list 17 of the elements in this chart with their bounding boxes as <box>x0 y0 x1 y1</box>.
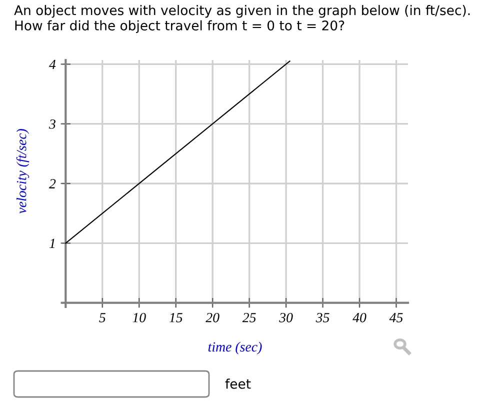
x-tick-label: 25 <box>242 312 256 322</box>
text: feet <box>225 378 251 389</box>
chart-title: An object moves with velocity as given in the graph below (in ft/sec). How far did the object travel from t = 0 to t = 20? <box>14 5 470 34</box>
y-axis-title: velocity (ft/sec) <box>16 128 30 214</box>
y-tick-label: 3 <box>48 119 56 129</box>
x-tick-label: 40 <box>352 312 366 322</box>
y-tick-label: 1 <box>50 238 54 248</box>
x-tick-label: 15 <box>169 313 182 322</box>
x-tick-label: 10 <box>132 312 146 322</box>
x-tick-label: 5 <box>99 313 106 322</box>
y-tick-label: 2 <box>49 179 56 188</box>
y-tick-label: 4 <box>49 60 56 69</box>
x-tick-label: 35 <box>316 312 330 322</box>
x-tick-label: 20 <box>206 312 220 322</box>
x-axis-title: time (sec) <box>208 342 262 354</box>
x-tick-label: 30 <box>279 312 293 322</box>
x-tick-label: 45 <box>389 313 403 322</box>
